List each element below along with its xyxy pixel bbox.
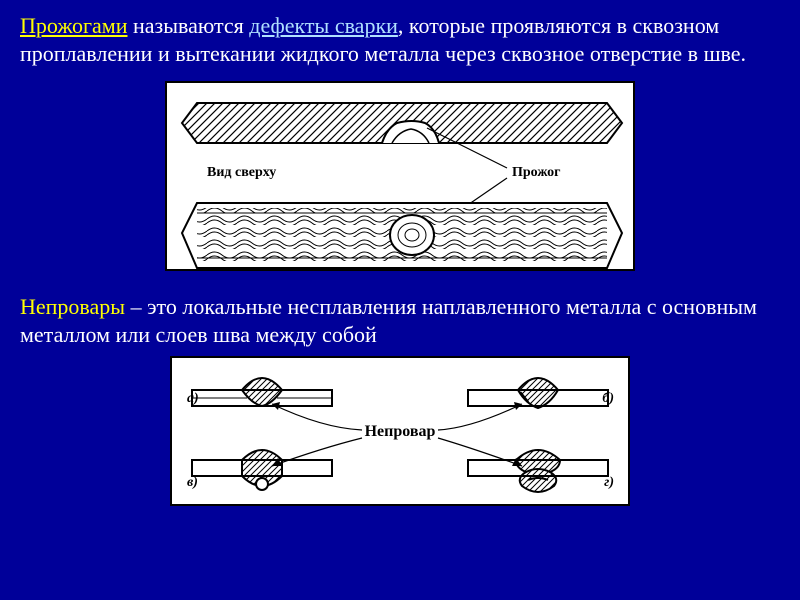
figure-burn: Прожог Вид сверху — [165, 81, 635, 271]
paragraph-lack-of-fusion: Непровары – это локальные несплавления н… — [20, 293, 780, 348]
fig1-label-right: Прожог — [512, 165, 561, 180]
fig2-sub-d: г) — [604, 475, 614, 490]
figure-lack-of-fusion: Непровар а) — [170, 356, 630, 506]
fig1-label-left: Вид сверху — [207, 165, 276, 180]
para2-text: – это локальные несплавления наплавленно… — [20, 294, 757, 347]
term-lack-of-fusion: Непровары — [20, 294, 125, 319]
term-burns: Прожогами — [20, 13, 127, 38]
paragraph-burns: Прожогами называются дефекты сварки, кот… — [20, 12, 780, 67]
figure-lack-of-fusion-wrap: Непровар а) — [20, 356, 780, 506]
fig2-sub-c: в) — [187, 475, 198, 490]
fig2-sub-b: б) — [602, 391, 614, 406]
para1-text1: называются — [127, 13, 249, 38]
fig2-sub-a: а) — [187, 391, 199, 406]
slide: Прожогами называются дефекты сварки, кот… — [0, 0, 800, 600]
figure-burn-wrap: Прожог Вид сверху — [20, 81, 780, 271]
welding-defects-link[interactable]: дефекты сварки — [249, 13, 398, 38]
fig2-center-label: Непровар — [365, 423, 436, 440]
